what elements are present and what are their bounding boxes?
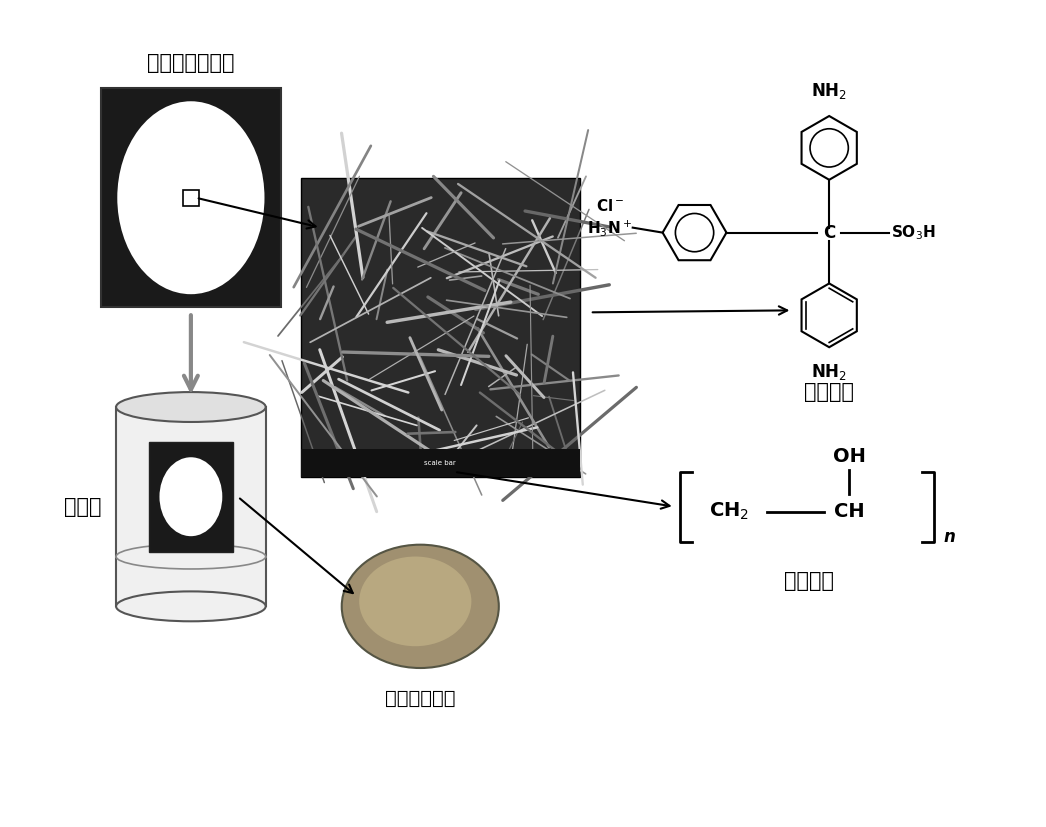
Text: 油脂氧化指示膜: 油脂氧化指示膜 (147, 53, 234, 73)
Bar (300, 449, 579, 477)
Text: 油脂高度氧化: 油脂高度氧化 (385, 689, 455, 708)
Bar (300, 178, 579, 477)
Text: CH: CH (834, 502, 864, 521)
Text: Cl$^-$: Cl$^-$ (595, 198, 624, 213)
Text: n: n (943, 528, 956, 546)
Bar (149, 442, 233, 552)
Text: C: C (823, 223, 836, 241)
Text: OH: OH (833, 447, 866, 466)
Text: 聚乙烯醇: 聚乙烯醇 (784, 571, 835, 591)
Ellipse shape (116, 544, 266, 569)
Ellipse shape (117, 101, 265, 294)
Ellipse shape (159, 457, 223, 536)
Ellipse shape (116, 392, 266, 422)
Text: 食用油: 食用油 (64, 497, 101, 517)
Bar (101, 88, 280, 308)
Text: SO$_3$H: SO$_3$H (891, 223, 936, 242)
Ellipse shape (342, 545, 499, 668)
Bar (183, 189, 199, 206)
Text: 希夫试剂: 希夫试剂 (804, 382, 855, 402)
Text: H$_3$N$^+$: H$_3$N$^+$ (587, 218, 632, 237)
Ellipse shape (359, 557, 472, 646)
Text: scale bar: scale bar (425, 460, 456, 466)
Bar (300, 178, 579, 477)
Bar (116, 407, 266, 606)
Text: CH$_2$: CH$_2$ (709, 501, 750, 523)
Text: NH$_2$: NH$_2$ (812, 81, 847, 101)
Text: NH$_2$: NH$_2$ (812, 362, 847, 382)
Ellipse shape (116, 591, 266, 621)
